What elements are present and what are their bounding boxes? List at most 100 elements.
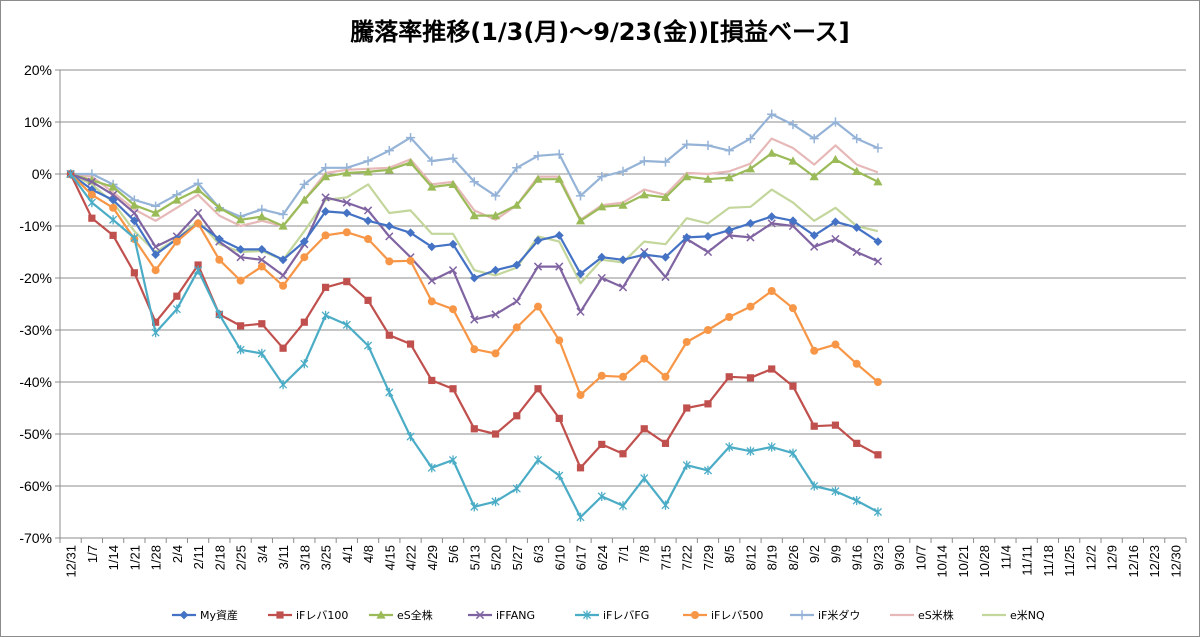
data-point bbox=[691, 611, 699, 619]
data-point bbox=[682, 233, 692, 242]
legend-label: e米NQ bbox=[1010, 609, 1045, 622]
series-6 bbox=[66, 170, 882, 399]
x-tick-label: 10/21 bbox=[956, 545, 971, 578]
x-tick-label: 8/12 bbox=[743, 545, 758, 570]
data-point bbox=[874, 451, 882, 459]
data-point bbox=[746, 374, 755, 382]
data-point bbox=[469, 211, 479, 220]
data-point bbox=[300, 253, 309, 262]
data-point bbox=[491, 430, 500, 438]
data-point bbox=[703, 247, 713, 257]
data-point bbox=[767, 442, 776, 452]
x-tick-label: 9/2 bbox=[807, 545, 822, 563]
y-tick-label: -70% bbox=[19, 530, 52, 546]
data-point bbox=[809, 134, 819, 144]
data-point bbox=[470, 502, 479, 512]
x-tick-label: 4/1 bbox=[340, 545, 355, 563]
data-point bbox=[491, 265, 500, 275]
y-tick-label: -50% bbox=[19, 426, 52, 442]
data-point bbox=[619, 372, 627, 381]
data-point bbox=[448, 179, 458, 188]
data-point bbox=[88, 214, 96, 222]
x-tick-label: 4/29 bbox=[425, 545, 440, 570]
data-point bbox=[873, 143, 883, 153]
data-point bbox=[576, 464, 585, 472]
data-point bbox=[682, 337, 691, 346]
data-point bbox=[279, 281, 288, 290]
data-point bbox=[151, 266, 160, 275]
data-point bbox=[533, 262, 543, 271]
data-point bbox=[513, 412, 521, 420]
data-point bbox=[384, 221, 394, 231]
x-tick-label: 1/21 bbox=[127, 545, 142, 570]
series-2 bbox=[67, 170, 882, 472]
y-tick-label: 10% bbox=[24, 114, 52, 130]
y-tick-label: 20% bbox=[24, 62, 52, 78]
data-point bbox=[618, 501, 628, 511]
legend-label: iFレバ100 bbox=[296, 609, 348, 622]
x-tick-label: 3/11 bbox=[276, 545, 291, 569]
data-point bbox=[363, 206, 373, 215]
data-point bbox=[364, 235, 373, 243]
data-point bbox=[257, 255, 266, 264]
series-lines bbox=[66, 109, 883, 522]
legend-label: iFFANG bbox=[496, 609, 535, 622]
x-tick-label: 6/3 bbox=[531, 545, 546, 563]
x-tick-label: 1/14 bbox=[106, 545, 121, 570]
data-point bbox=[279, 344, 287, 352]
legend-item: iFレバFG bbox=[575, 609, 649, 622]
x-tick-label: 3/18 bbox=[297, 545, 312, 570]
data-point bbox=[661, 272, 670, 282]
data-point bbox=[321, 231, 330, 240]
x-tick-label: 10/14 bbox=[935, 545, 950, 578]
data-point bbox=[597, 371, 606, 380]
data-point bbox=[193, 208, 203, 218]
series-line bbox=[70, 172, 879, 321]
data-point bbox=[767, 287, 776, 295]
data-point bbox=[789, 382, 797, 390]
data-point bbox=[788, 216, 798, 226]
data-point bbox=[276, 611, 284, 619]
data-point bbox=[428, 376, 436, 385]
data-point bbox=[300, 318, 308, 326]
y-tick-label: -30% bbox=[19, 322, 52, 338]
x-tick-label: 8/26 bbox=[786, 545, 801, 570]
data-point bbox=[830, 154, 841, 164]
data-point bbox=[320, 163, 331, 173]
data-point bbox=[214, 203, 224, 212]
data-point bbox=[618, 283, 628, 292]
data-point bbox=[746, 446, 755, 456]
data-point bbox=[831, 340, 840, 349]
legend-label: iFレバFG bbox=[603, 609, 649, 622]
data-point bbox=[597, 252, 607, 262]
data-point bbox=[384, 165, 394, 174]
x-tick-label: 6/17 bbox=[574, 545, 589, 570]
x-tick-label: 2/18 bbox=[212, 545, 227, 570]
x-tick-label: 6/10 bbox=[552, 545, 567, 570]
legend-label: iF米ダウ bbox=[818, 608, 860, 622]
data-point bbox=[831, 486, 840, 496]
x-tick-label: 5/27 bbox=[510, 545, 525, 570]
x-tick-label: 7/22 bbox=[680, 545, 695, 570]
data-point bbox=[364, 296, 372, 304]
data-point bbox=[491, 349, 500, 358]
data-point bbox=[575, 216, 586, 225]
x-tick-label: 9/30 bbox=[892, 545, 907, 570]
data-point bbox=[151, 250, 161, 259]
data-point bbox=[704, 400, 712, 408]
data-point bbox=[576, 269, 585, 279]
data-point bbox=[661, 372, 670, 381]
series-7 bbox=[66, 109, 883, 222]
data-point bbox=[321, 283, 330, 291]
data-point bbox=[618, 166, 628, 176]
data-point bbox=[597, 172, 607, 182]
data-point bbox=[660, 157, 671, 167]
data-point bbox=[533, 455, 543, 465]
data-point bbox=[405, 157, 416, 167]
chart-title: 騰落率推移(1/3(月)～9/23(金))[損益ベース] bbox=[350, 18, 850, 46]
data-point bbox=[873, 237, 883, 246]
data-point bbox=[598, 440, 606, 448]
data-point bbox=[427, 297, 436, 306]
data-point bbox=[179, 610, 189, 620]
